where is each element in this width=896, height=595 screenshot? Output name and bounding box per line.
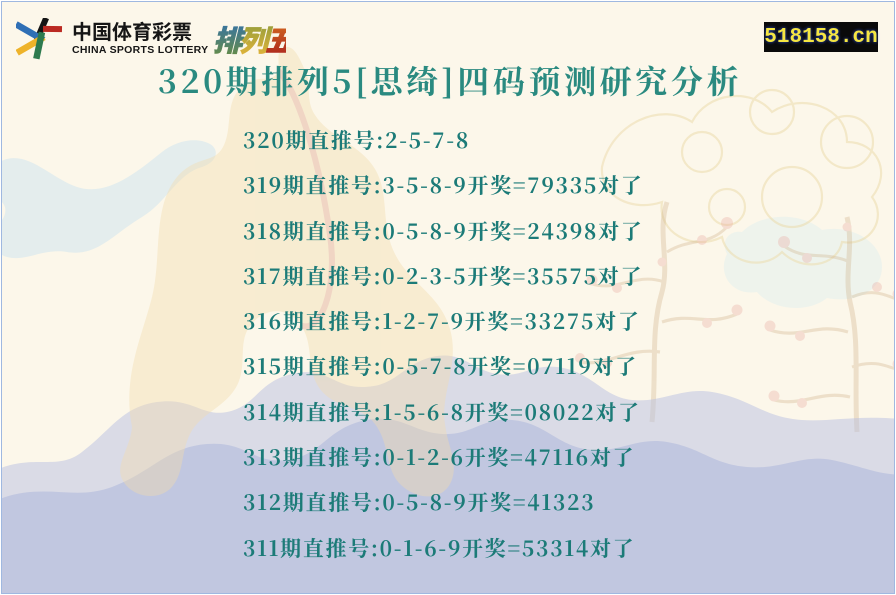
svg-text:中国体育彩票: 中国体育彩票 <box>72 18 192 45</box>
svg-text:五: 五 <box>265 18 286 60</box>
svg-text:CHINA SPORTS LOTTERY: CHINA SPORTS LOTTERY <box>72 44 208 56</box>
